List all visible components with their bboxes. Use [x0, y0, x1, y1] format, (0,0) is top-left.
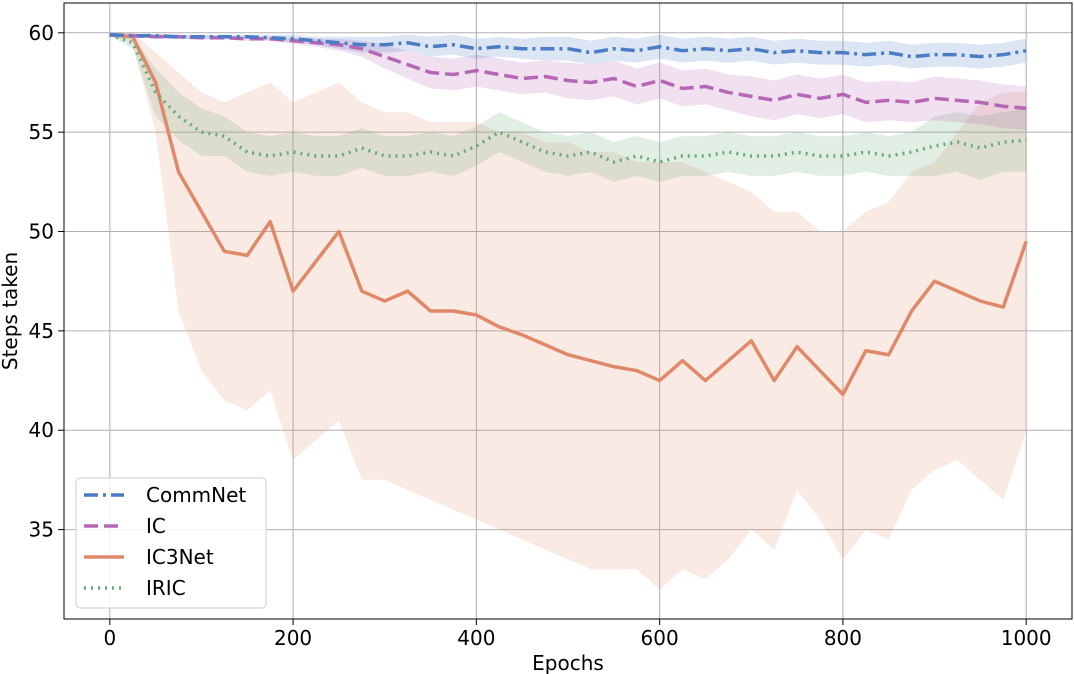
- legend: CommNet IC IC3Net IRIC: [75, 477, 267, 609]
- x-tick-label: 0: [103, 626, 116, 650]
- band-iric: [109, 33, 1027, 182]
- x-tick-label: 200: [274, 626, 312, 650]
- series-line-ic3net: [109, 33, 1028, 397]
- y-tick-label: 50: [29, 220, 54, 244]
- y-tick-label: 35: [29, 518, 54, 542]
- x-tick-label: 400: [457, 626, 495, 650]
- x-tick-label: 1000: [1001, 626, 1052, 650]
- legend-label-commnet: CommNet: [146, 483, 246, 507]
- series-line-iric: [109, 33, 1027, 164]
- legend-label-iric: IRIC: [146, 576, 186, 600]
- band-ic3net: [109, 32, 1027, 590]
- x-tick-label: 600: [641, 626, 679, 650]
- legend-label-ic3net: IC3Net: [146, 545, 214, 569]
- legend-label-ic: IC: [146, 514, 166, 538]
- y-tick-label: 40: [29, 418, 54, 442]
- y-tick-label: 55: [29, 120, 54, 144]
- axis-ticks: 0 200 400 600 800 1000 35 40 45 50 55 60: [29, 21, 1052, 650]
- x-tick-label: 800: [824, 626, 862, 650]
- y-tick-label: 60: [29, 21, 54, 45]
- plot-frame: [63, 2, 1073, 620]
- y-tick-label: 45: [29, 319, 54, 343]
- y-axis-label: Steps taken: [0, 252, 22, 370]
- legend-box: [75, 477, 267, 609]
- series-lines: [109, 33, 1028, 397]
- series-line-ic: [109, 33, 1027, 111]
- x-axis-label: Epochs: [532, 651, 604, 674]
- series-line-commnet: [109, 33, 1027, 59]
